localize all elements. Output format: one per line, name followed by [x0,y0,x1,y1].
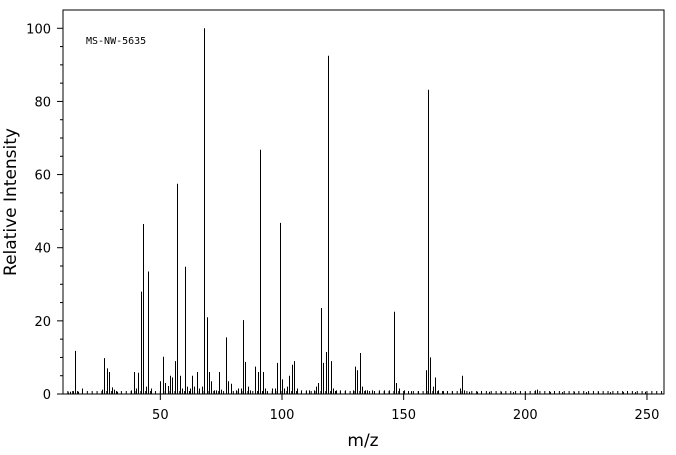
y-tick-label: 20 [34,315,51,330]
x-tick-label: 100 [270,408,295,423]
plot-frame [62,9,665,395]
x-tick-label: 250 [635,408,660,423]
y-tick-label: 60 [34,169,51,184]
peak-series [68,28,646,394]
y-tick-label: 0 [43,388,51,403]
x-tick-label: 200 [513,408,538,423]
x-tick-label: 50 [152,408,169,423]
x-tick-label: 150 [391,408,416,423]
y-tick-label: 80 [34,95,51,110]
y-axis-title: Relative Intensity [1,128,21,276]
x-axis-title: m/z [347,431,378,451]
y-tick-label: 40 [34,242,51,257]
spectrum-id-annotation: MS-NW-5635 [86,36,146,47]
y-tick-label: 100 [26,22,51,37]
x-major-ticks: 50 100 150 200 250 [152,394,659,423]
y-major-ticks: 0 20 40 60 80 100 [26,22,63,403]
